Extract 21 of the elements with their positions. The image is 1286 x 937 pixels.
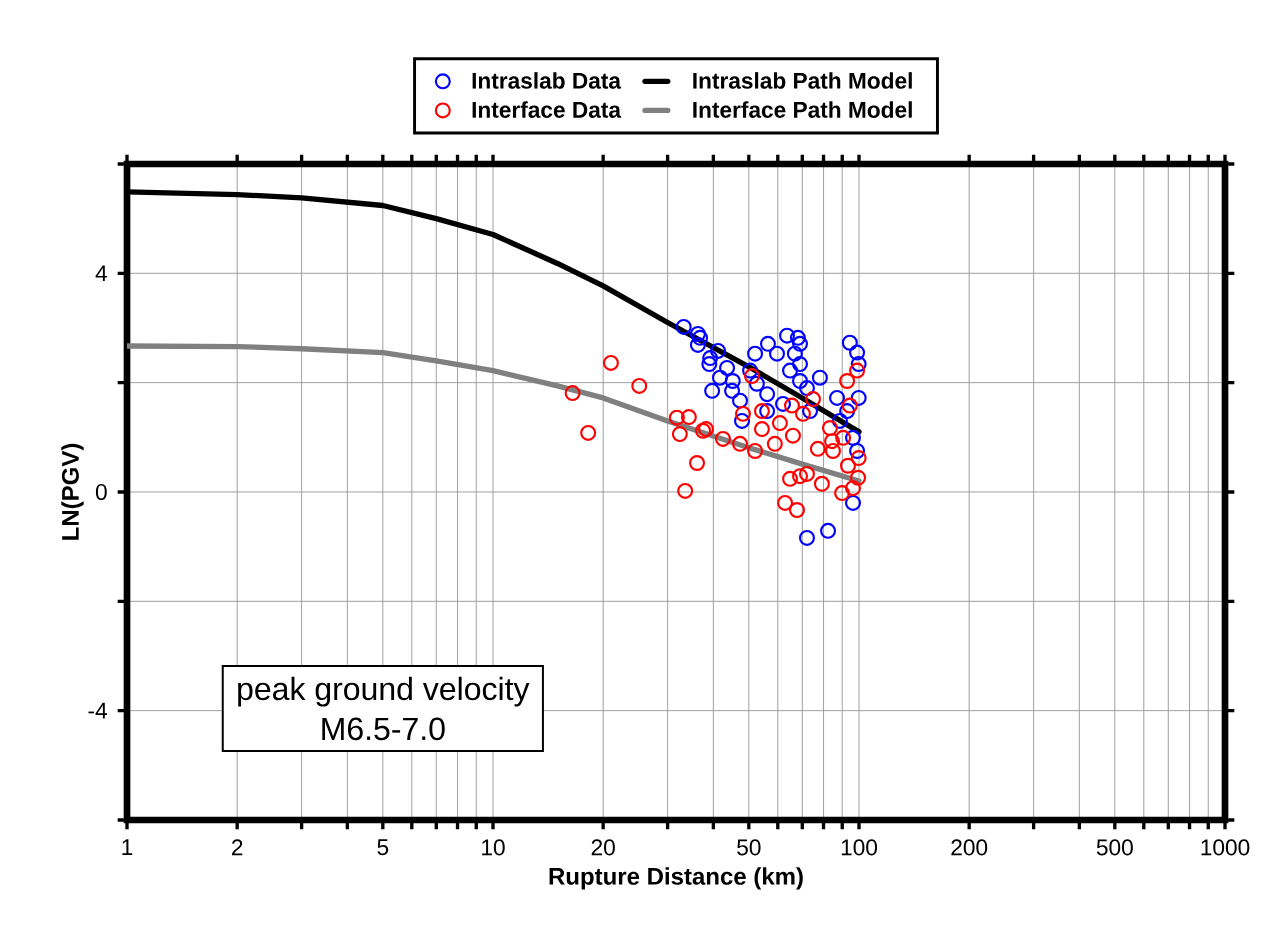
x-tick-label: 500 [1096, 839, 1133, 856]
legend-label: Interface Path Model [693, 101, 912, 118]
x-axis-title: Rupture Distance (km) [549, 867, 803, 890]
y-tick-label: 0 [95, 483, 107, 501]
x-tick-label: 20 [591, 839, 615, 856]
x-tick-label: 10 [482, 839, 505, 856]
x-tick-label: 50 [737, 839, 761, 856]
legend-label: Intraslab Data [472, 72, 622, 89]
x-tick-label: 1000 [1201, 839, 1250, 856]
x-tick-label: 1 [122, 839, 133, 855]
y-tick-label: 4 [95, 265, 107, 282]
x-tick-label: 100 [841, 839, 878, 856]
x-tick-label: 2 [232, 839, 243, 856]
x-tick-label: 200 [951, 839, 988, 856]
y-tick-label: -4 [88, 702, 107, 719]
legend-label: Intraslab Path Model [693, 72, 912, 89]
y-axis-title: LN(PGV) [61, 443, 84, 540]
x-tick-label: 5 [377, 839, 389, 856]
annotation: peak ground velocity [238, 676, 530, 707]
annotation: M6.5-7.0 [322, 717, 445, 741]
legend-label: Interface Data [472, 101, 622, 118]
